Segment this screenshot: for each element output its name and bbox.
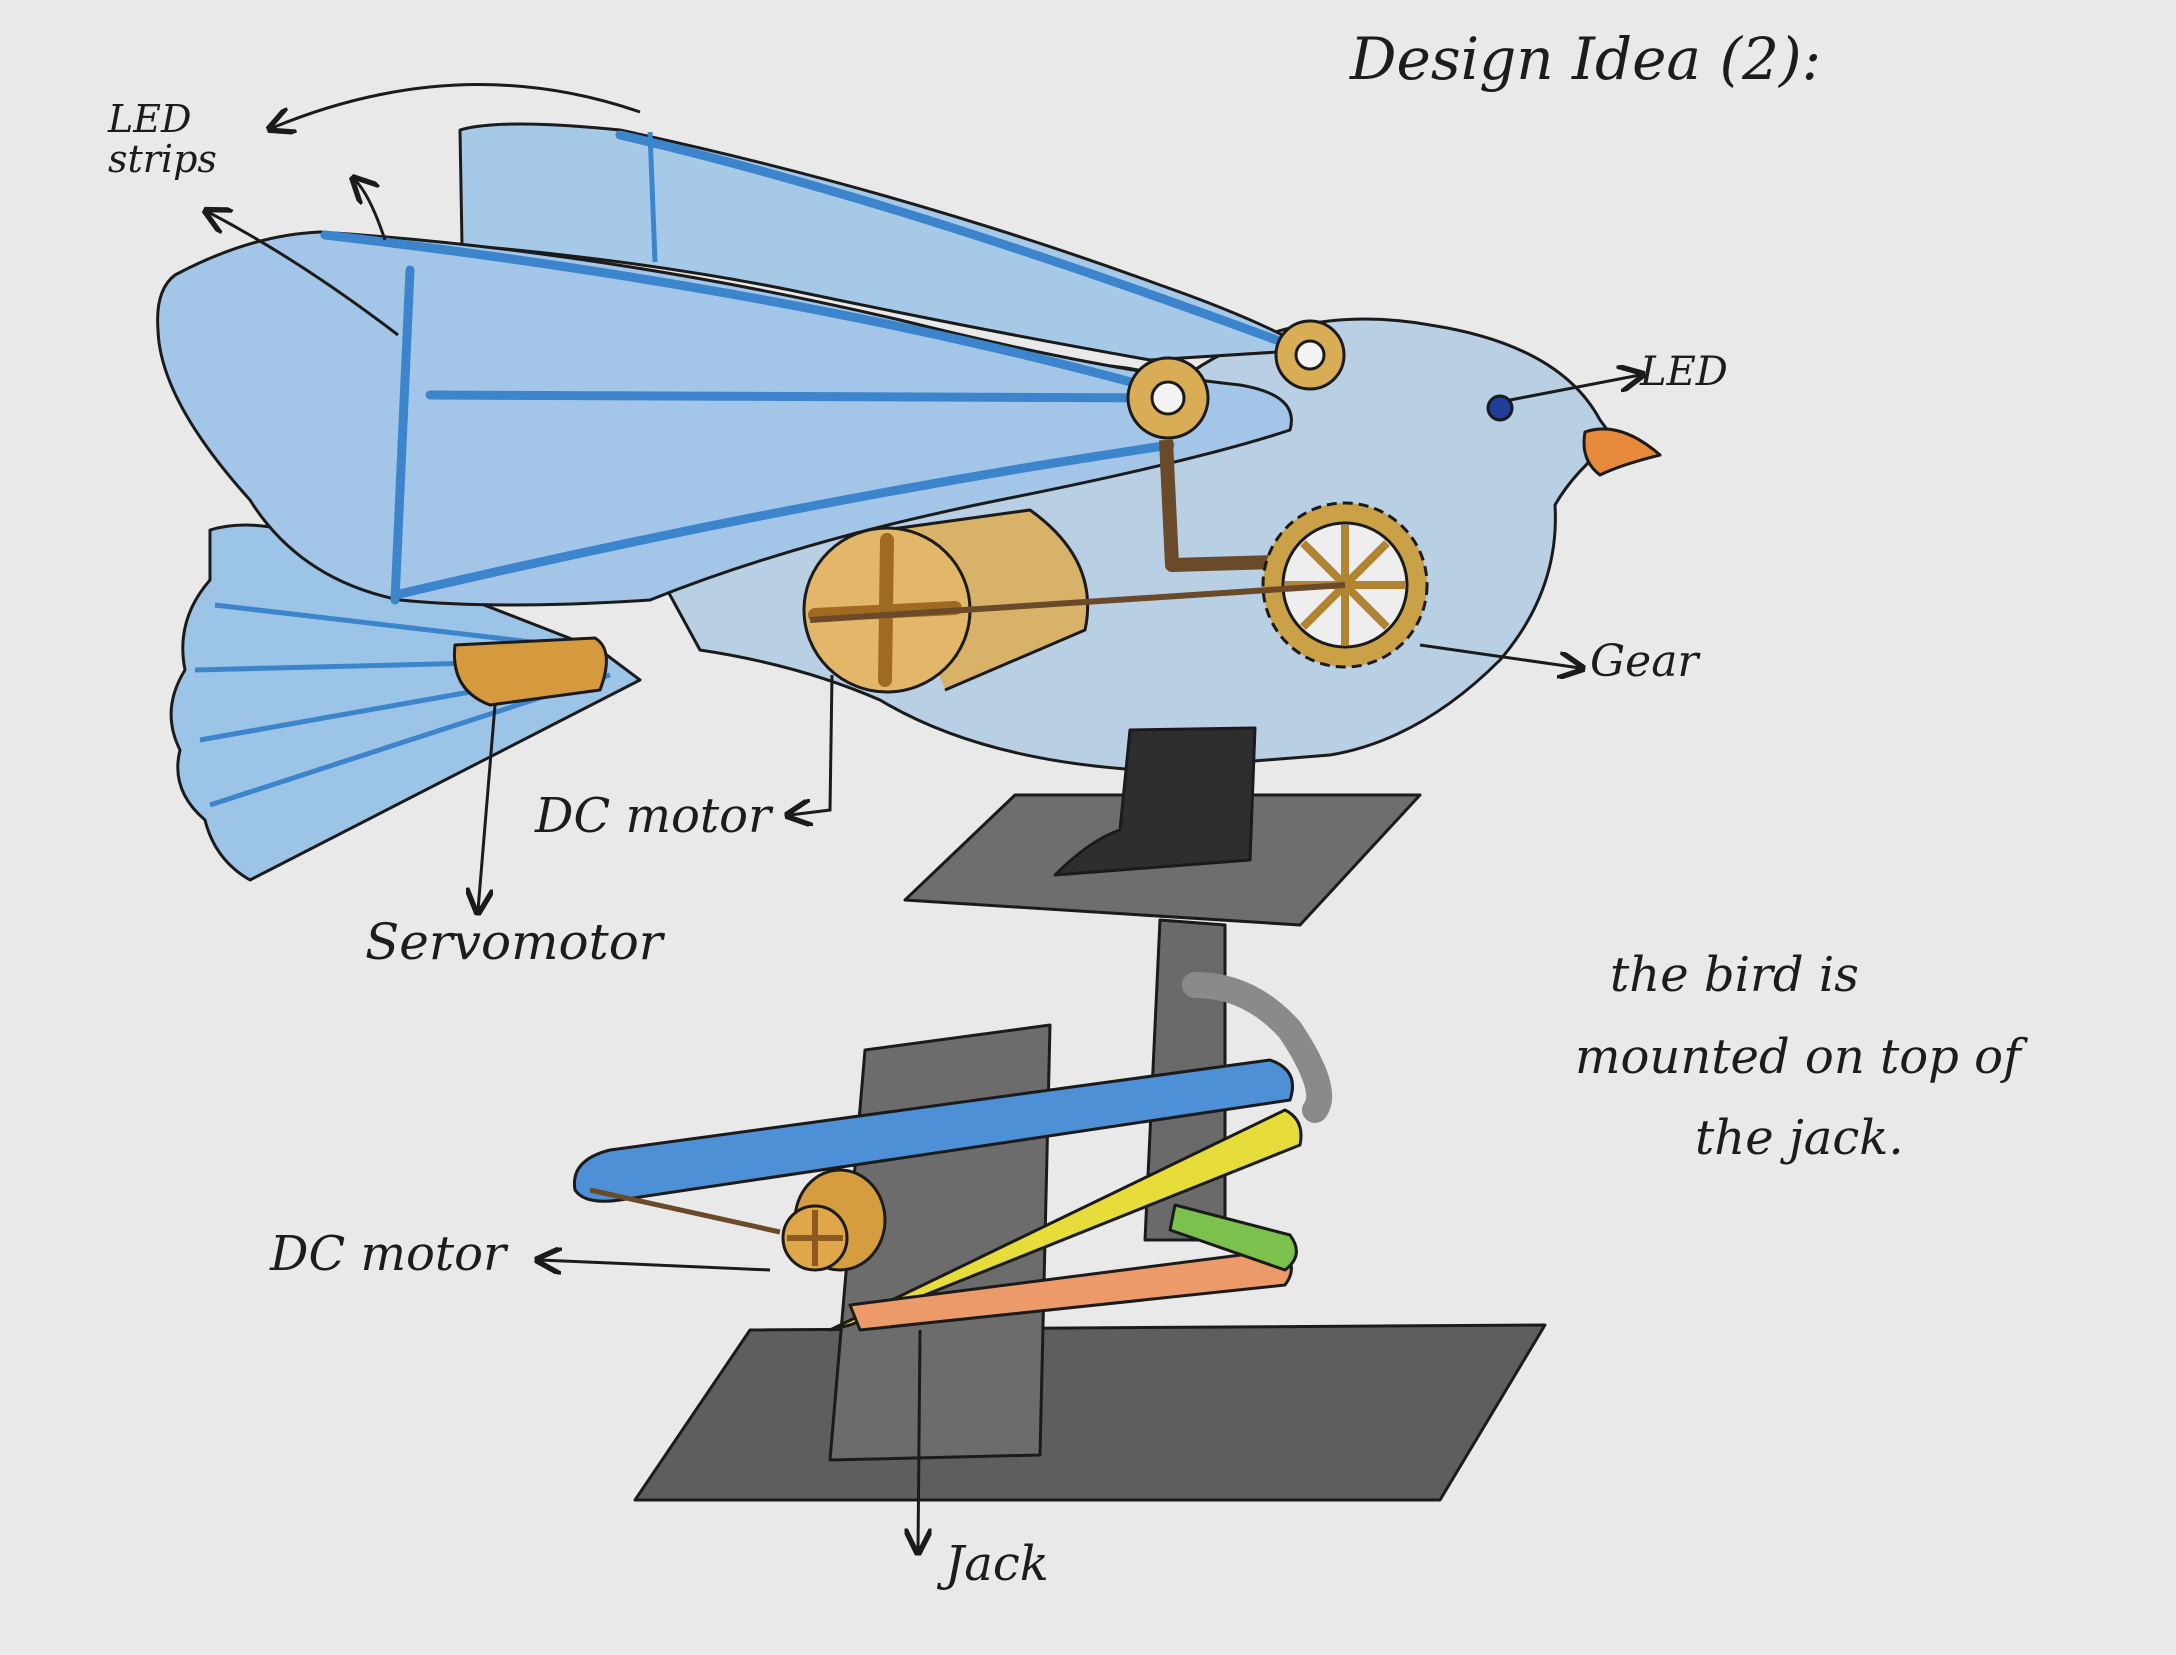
jack-dc-motor-label: DC motor <box>270 1226 507 1282</box>
bird-dc-motor <box>802 508 1090 694</box>
jack-assembly <box>572 726 1547 1502</box>
led-strips-label: LED strips <box>108 97 217 181</box>
blue-arm <box>572 1058 1294 1203</box>
annotation-arrows <box>208 83 1640 1550</box>
servomotor-label: Servomotor <box>365 913 663 971</box>
mount-bracket <box>1053 726 1257 877</box>
jack-label: Jack <box>945 1536 1049 1592</box>
base-plate <box>633 1323 1547 1502</box>
wing-led-strips <box>320 130 1295 605</box>
led-label: LED <box>1640 349 1728 395</box>
drive-shaft <box>809 582 1346 623</box>
bird-upper-wing <box>458 122 1312 362</box>
bird-main-wing <box>156 230 1293 607</box>
bird-beak <box>1582 427 1662 477</box>
mounting-note: the bird is mounted on top of the jack. <box>1575 935 2021 1180</box>
bird-dc-motor-label: DC motor <box>535 788 772 844</box>
servomotor-block <box>452 636 608 707</box>
green-arm <box>1168 1203 1298 1272</box>
mounting-note-line1: the bird is <box>1610 947 1859 1003</box>
led-strips-label-line1: LED <box>108 97 192 141</box>
mounting-note-line3: the jack. <box>1695 1110 1904 1167</box>
bird <box>156 122 1662 882</box>
jack-dc-motor <box>589 1168 887 1272</box>
mounting-note-line2: mounted on top of <box>1575 1028 2021 1085</box>
page-title: Design Idea (2): <box>1350 25 1822 93</box>
gear-label: Gear <box>1590 636 1699 687</box>
led-strips-label-line2: strips <box>108 136 217 181</box>
crank-rod <box>1159 439 1276 572</box>
bird-eye-led <box>1486 394 1514 422</box>
yellow-arm <box>828 1108 1303 1332</box>
